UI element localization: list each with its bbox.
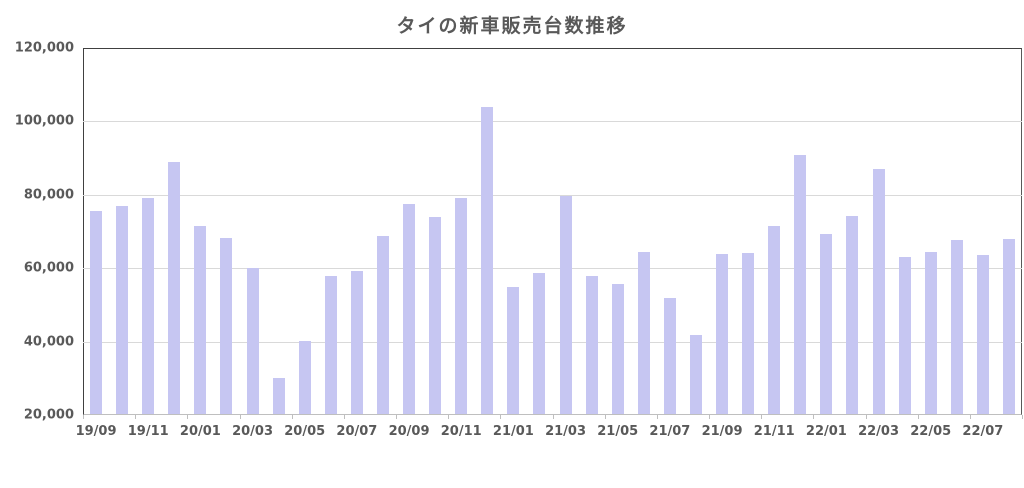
bar-22/07	[976, 254, 989, 414]
bar-21/07	[663, 297, 676, 414]
x-axis-tick-label: 19/11	[127, 424, 169, 439]
bar-22/05	[924, 251, 937, 414]
x-axis-tick-label: 19/09	[75, 424, 117, 439]
x-axis-tick-mark	[500, 415, 502, 419]
bar-21/03	[559, 195, 572, 414]
bar-21/11	[768, 226, 781, 414]
bar-20/09	[403, 203, 416, 414]
x-axis-tick-mark	[604, 415, 606, 419]
bar-19/11	[142, 198, 155, 414]
gridline	[83, 121, 1022, 123]
x-axis-tick-label: 20/01	[179, 424, 221, 439]
bar-20/07	[350, 271, 363, 414]
x-axis-tick-mark	[83, 415, 84, 419]
bar-21/08	[689, 334, 702, 414]
bar-22/03	[872, 169, 885, 414]
bar-20/04	[272, 378, 285, 414]
x-axis-tick-mark	[396, 415, 397, 419]
x-axis-tick-label: 20/07	[336, 424, 378, 439]
gridline	[83, 268, 1022, 270]
x-axis-tick-label: 21/11	[753, 424, 795, 439]
bar-20/05	[298, 340, 311, 414]
x-axis-tick-label: 21/07	[649, 424, 691, 439]
x-axis-tick-label: 20/05	[284, 424, 326, 439]
x-axis-tick-mark	[187, 415, 189, 419]
bar-19/10	[116, 206, 129, 414]
bar-20/12	[481, 106, 494, 414]
x-axis-tick-label: 21/01	[492, 424, 534, 439]
x-axis-tick-mark	[239, 415, 241, 419]
x-axis-tick-label: 21/09	[701, 424, 743, 439]
bar-19/12	[168, 161, 181, 414]
x-axis-tick-label: 21/03	[545, 424, 586, 439]
bar-20/01	[194, 225, 207, 414]
bar-21/05	[611, 283, 624, 414]
bar-20/08	[376, 235, 389, 414]
x-axis-tick-label: 22/05	[910, 424, 952, 439]
x-axis-tick-mark	[448, 415, 450, 419]
y-axis-tick-label: 60,000	[23, 260, 74, 276]
bar-21/06	[637, 251, 650, 414]
bar-22/08	[1002, 238, 1015, 414]
x-axis-tick-mark	[656, 415, 658, 419]
chart-title: タイの新車販売台数推移	[396, 15, 628, 37]
x-axis-tick-mark	[969, 415, 971, 419]
bar-21/04	[585, 275, 598, 414]
x-axis-tick-mark	[135, 415, 137, 419]
x-axis-tick-label: 21/05	[597, 424, 639, 439]
bar-21/09	[716, 253, 729, 414]
y-axis-tick-label: 100,000	[14, 113, 74, 129]
x-axis-tick-label: 22/03	[858, 424, 899, 439]
x-axis-tick-mark	[1022, 415, 1023, 419]
bar-21/10	[742, 252, 755, 414]
bar-21/02	[533, 272, 546, 414]
y-axis-tick-label: 20,000	[23, 407, 74, 423]
x-axis-tick-mark	[552, 415, 554, 419]
x-axis-tick-mark	[761, 415, 763, 419]
bar-19/09	[90, 210, 103, 414]
bar-20/11	[455, 198, 468, 414]
gridline	[83, 194, 1022, 196]
bar-20/03	[246, 268, 259, 414]
x-axis-tick-label: 20/03	[232, 424, 273, 439]
x-axis-tick-label: 22/07	[962, 424, 1004, 439]
x-axis-tick-mark	[865, 415, 867, 419]
bar-20/06	[324, 276, 337, 414]
y-axis-tick-label: 120,000	[14, 40, 74, 56]
x-axis-tick-mark	[343, 415, 345, 419]
x-axis-tick-label: 20/09	[388, 424, 430, 439]
bar-21/12	[794, 155, 807, 414]
x-axis-tick-mark	[917, 415, 919, 419]
bar-22/04	[898, 256, 911, 414]
x-axis-tick-label: 20/11	[440, 424, 482, 439]
bar-22/02	[846, 215, 859, 414]
x-axis-tick-mark	[291, 415, 293, 419]
x-axis-tick-label: 22/01	[805, 424, 847, 439]
bar-21/01	[507, 286, 520, 414]
x-axis-tick-mark	[813, 415, 815, 419]
bar-22/01	[820, 234, 833, 414]
bar-20/10	[429, 216, 442, 414]
gridline	[83, 341, 1022, 343]
bar-20/02	[220, 238, 233, 414]
y-axis-tick-label: 40,000	[23, 334, 74, 350]
y-axis-tick-label: 80,000	[23, 187, 74, 203]
x-axis-tick-mark	[709, 415, 710, 419]
bar-22/06	[950, 240, 963, 414]
plot-area	[83, 48, 1022, 415]
